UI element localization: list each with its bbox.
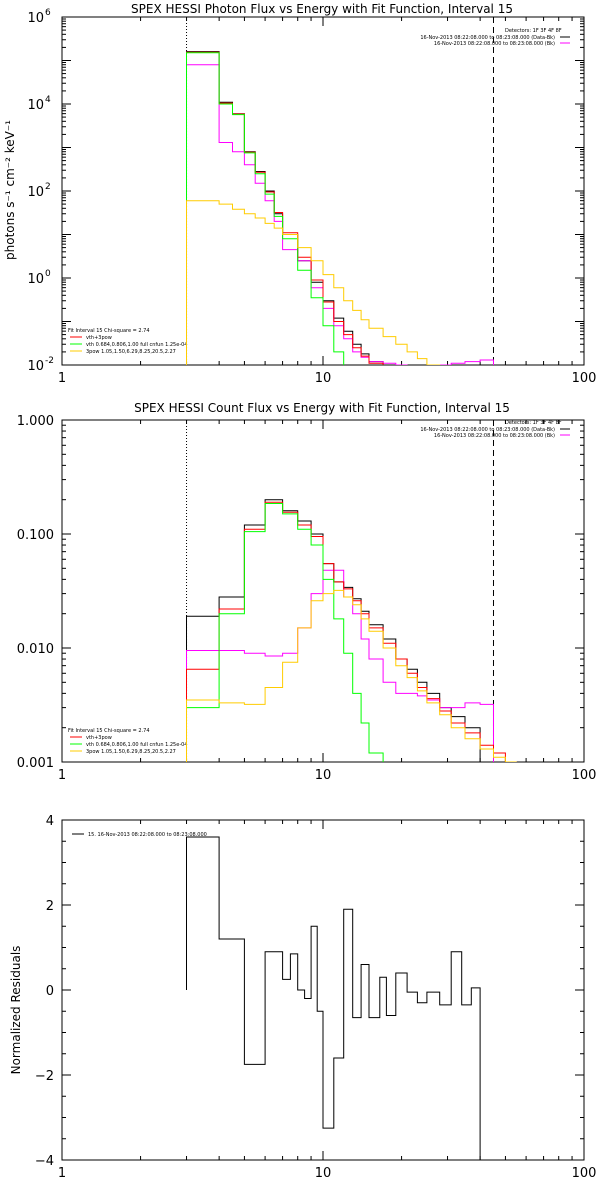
photon-flux-legend-bk-label: 16-Nov-2013 08:22:08.000 to 08:23:08.000…: [434, 41, 555, 47]
residuals-y-tick-label: −2: [35, 1069, 54, 1084]
residuals-y-tick-label: 2: [46, 899, 54, 914]
count-flux-y-tick-label: 0.100: [17, 528, 54, 543]
residuals-y-tick-label: 0: [46, 984, 54, 999]
count-flux-y-tick-label: 1.000: [17, 414, 54, 429]
count-flux-y-tick-label: 0.010: [17, 642, 54, 657]
photon-flux-y-tick-label: 10: [27, 185, 44, 200]
photon-flux-y-tick-label: 10: [27, 272, 44, 287]
count-flux-fit-total-label: vth+3pow: [86, 735, 112, 741]
count-flux-series-background: [186, 569, 494, 762]
photon-flux-series-fit_thermal: [186, 52, 345, 365]
photon-flux-fit-total-label: vth+3pow: [86, 335, 112, 341]
count-flux-series-fit_thermal: [186, 503, 384, 762]
count-flux-x-tick-label: 1: [58, 768, 66, 783]
count-flux-panel: SPEX HESSI Count Flux vs Energy with Fit…: [17, 401, 597, 783]
photon-flux-x-tick-label: 100: [572, 371, 597, 386]
photon-flux-y-tick-exponent: 4: [45, 95, 51, 105]
photon-flux-legend-data-label: 16-Nov-2013 08:22:08.000 to 08:23:08.000…: [420, 35, 555, 41]
residuals-legend-label: 15. 16-Nov-2013 08:22:08.000 to 08:23:08…: [88, 832, 207, 838]
photon-flux-fit-thermal-label: vth 0.684,0.806,1.00 full cnfun 1.25e-04: [86, 342, 187, 348]
count-flux-fit-header: Fit Interval 15 Chi-square = 2.74: [68, 728, 150, 734]
residuals-ylabel: Normalized Residuals: [9, 946, 23, 1075]
photon-flux-title: SPEX HESSI Photon Flux vs Energy with Fi…: [131, 2, 513, 16]
photon-flux-legend-header: Detectors: 1F 3F 4F 8F: [505, 28, 562, 34]
count-flux-fit-nonthermal-label: 3pow 1.05,1.50,6.29,8.25,20.5,2.27: [86, 749, 176, 755]
photon-flux-series-fit_nonthermal: [186, 200, 441, 365]
photon-flux-y-tick-exponent: -2: [45, 356, 54, 366]
residuals-panel: Normalized Residuals 15. 16-Nov-2013 08:…: [9, 814, 596, 1181]
photon-flux-series-group: [186, 51, 494, 365]
count-flux-legend-bk-label: 16-Nov-2013 08:22:08.000 to 08:23:08.000…: [434, 433, 555, 439]
residuals-y-tick-label: 4: [46, 814, 54, 829]
residuals-series-group: [186, 836, 481, 1160]
photon-flux-y-tick-label: 10: [27, 98, 44, 113]
count-flux-series-fit_nonthermal: [186, 589, 517, 762]
count-flux-y-tick-label: 0.001: [17, 756, 54, 771]
count-flux-x-tick-label: 100: [572, 768, 597, 783]
photon-flux-fit-nonthermal-label: 3pow 1.05,1.50,6.29,8.25,20.5,2.27: [86, 349, 176, 355]
residuals-x-tick-label: 1: [58, 1166, 66, 1181]
count-flux-fit-thermal-label: vth 0.684,0.806,1.00 full cnfun 1.25e-04: [86, 742, 187, 748]
residuals-series-residuals: [186, 836, 481, 1160]
count-flux-title: SPEX HESSI Count Flux vs Energy with Fit…: [134, 401, 510, 415]
count-flux-legend-data-label: 16-Nov-2013 08:22:08.000 to 08:23:08.000…: [420, 427, 555, 433]
count-flux-series-group: [186, 499, 517, 762]
residuals-x-tick-label: 10: [315, 1166, 332, 1181]
count-flux-x-tick-label: 10: [315, 768, 332, 783]
photon-flux-panel: SPEX HESSI Photon Flux vs Energy with Fi…: [3, 2, 597, 386]
count-flux-legend-header: Detectors: 1F 3F 4F 8F: [505, 420, 562, 426]
photon-flux-y-tick-exponent: 2: [45, 182, 51, 192]
photon-flux-y-tick-label: 10: [27, 359, 44, 374]
photon-flux-fit-header: Fit Interval 15 Chi-square = 2.74: [68, 328, 150, 334]
photon-flux-y-tick-exponent: 6: [45, 8, 51, 18]
residuals-x-tick-label: 100: [572, 1166, 597, 1181]
photon-flux-x-tick-label: 1: [58, 371, 66, 386]
photon-flux-x-tick-label: 10: [315, 371, 332, 386]
photon-flux-y-tick-exponent: 0: [45, 269, 51, 279]
photon-flux-ylabel: photons s⁻¹ cm⁻² keV⁻¹: [3, 120, 17, 260]
count-flux-series-data_minus_bk: [186, 499, 481, 762]
photon-flux-y-tick-label: 10: [27, 11, 44, 26]
residuals-y-tick-label: −4: [35, 1154, 54, 1169]
